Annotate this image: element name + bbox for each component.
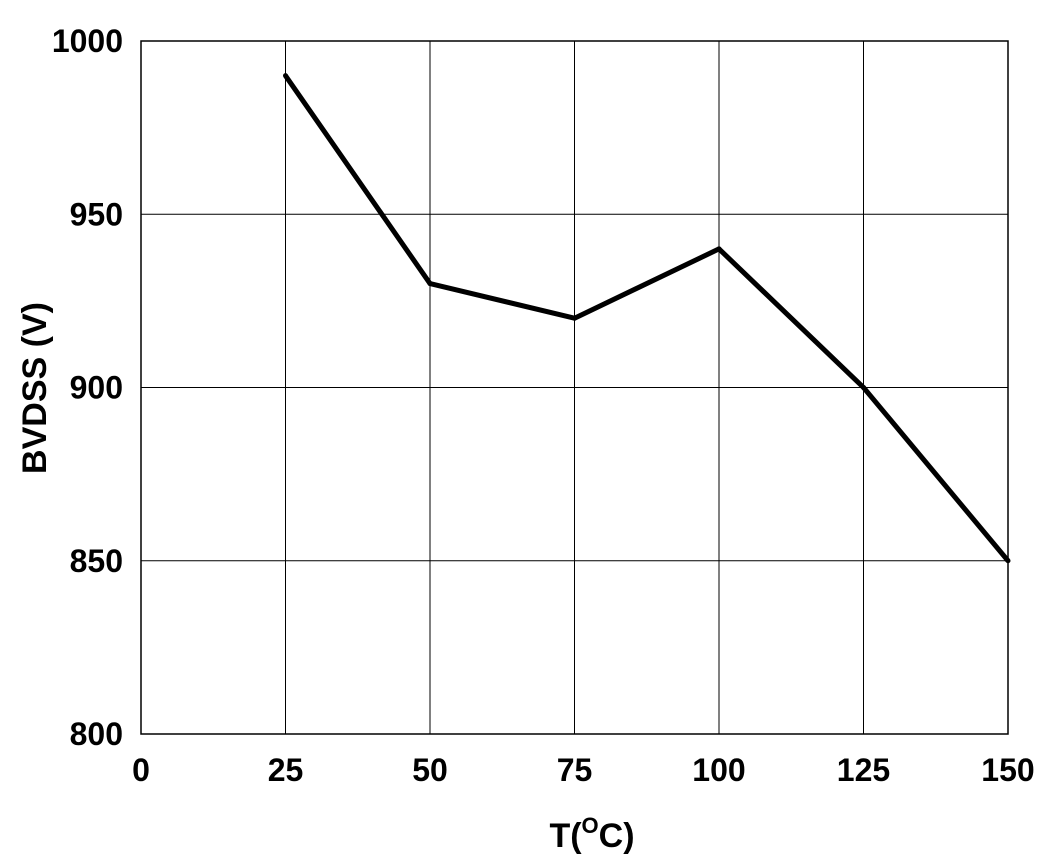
y-tick-label: 950 bbox=[70, 196, 123, 232]
data-point bbox=[716, 246, 722, 252]
data-point bbox=[283, 73, 288, 79]
x-tick-label: 150 bbox=[981, 752, 1034, 788]
x-tick-label: 100 bbox=[692, 752, 745, 788]
data-point bbox=[861, 385, 866, 390]
x-tick-labels: 0 25 50 75 100 125 150 bbox=[132, 752, 1035, 788]
series-layer bbox=[283, 73, 1011, 564]
x-tick-label: 75 bbox=[557, 752, 593, 788]
x-tick-label: 0 bbox=[132, 752, 150, 788]
y-axis-title: BVDSS (V) bbox=[16, 302, 54, 474]
x-tick-label: 25 bbox=[268, 752, 304, 788]
x-axis-title-text: T( bbox=[549, 817, 582, 855]
x-axis-title-suffix: C) bbox=[599, 817, 635, 855]
y-tick-label: 1000 bbox=[52, 23, 123, 59]
x-tick-label: 125 bbox=[837, 752, 890, 788]
x-tick-label: 50 bbox=[412, 752, 448, 788]
x-axis-title-superscript: O bbox=[582, 813, 599, 838]
series-line bbox=[283, 74, 1010, 563]
y-tick-label: 800 bbox=[70, 716, 123, 752]
x-axis-title: T(OC) bbox=[549, 813, 634, 855]
data-point bbox=[572, 315, 577, 321]
data-point bbox=[1005, 558, 1011, 564]
data-point bbox=[427, 281, 433, 287]
y-tick-label: 850 bbox=[70, 543, 123, 579]
y-tick-labels: 800 850 900 950 1000 bbox=[52, 23, 123, 752]
y-tick-label: 900 bbox=[70, 370, 123, 406]
